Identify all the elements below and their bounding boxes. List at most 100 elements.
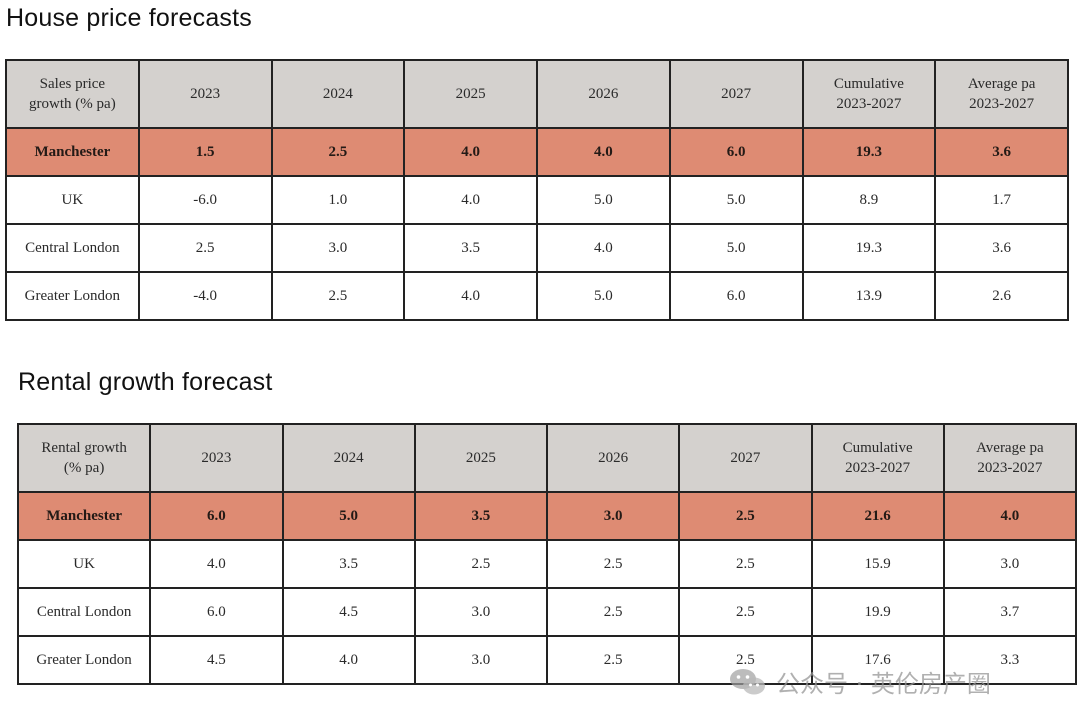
row-header-label: Sales price growth (% pa) — [5, 59, 140, 129]
table-row-highlighted: Manchester 6.0 5.0 3.5 3.0 2.5 21.6 4.0 — [16, 491, 1078, 541]
table-row-highlighted: Manchester 1.5 2.5 4.0 4.0 6.0 19.3 3.6 — [5, 127, 1069, 177]
region-cell: UK — [5, 175, 140, 225]
column-header: 2025 — [413, 423, 549, 493]
value-cell: 2.5 — [678, 587, 813, 637]
column-header: 2026 — [545, 423, 681, 493]
header-text: 2026 — [598, 450, 629, 466]
value-cell: 5.0 — [536, 271, 671, 321]
header-text: Cumulative 2023-2027 — [833, 76, 904, 112]
region-cell: Manchester — [5, 127, 140, 177]
value-cell: 2.5 — [137, 223, 273, 273]
column-header: 2027 — [668, 59, 804, 129]
value-cell: -4.0 — [137, 271, 273, 321]
value-cell: 4.0 — [536, 127, 671, 177]
row-header-label: Rental growth (% pa) — [16, 423, 152, 493]
value-cell: 19.9 — [810, 587, 945, 637]
value-cell: 21.6 — [810, 491, 945, 541]
header-text: 2025 — [455, 86, 486, 102]
value-cell: 3.0 — [413, 587, 549, 637]
table-row: Central London 2.5 3.0 3.5 4.0 5.0 19.3 3.6 — [5, 223, 1069, 273]
value-cell: 6.0 — [149, 587, 284, 637]
watermark-text: 公众号 · 英伦房产圈 — [776, 670, 991, 698]
column-header: 2023 — [149, 423, 284, 493]
table-header-row: Sales price growth (% pa) 2023 2024 2025 202… — [5, 59, 1069, 129]
value-cell: 19.3 — [801, 127, 937, 177]
value-cell: 3.5 — [403, 223, 538, 273]
rental-growth-table: Rental growth (% pa) 2023 2024 2025 2026 2027… — [16, 423, 1078, 685]
value-cell: 5.0 — [668, 223, 804, 273]
value-cell: 3.6 — [934, 127, 1069, 177]
value-cell: 2.5 — [545, 587, 681, 637]
header-text: Rental growth (% pa) — [41, 440, 127, 476]
value-cell: 17.6 — [810, 635, 945, 685]
value-cell: 3.5 — [413, 491, 549, 541]
value-cell: 6.0 — [668, 271, 804, 321]
value-cell: 3.7 — [942, 587, 1078, 637]
value-cell: 3.5 — [281, 539, 416, 589]
value-cell: 2.5 — [270, 127, 406, 177]
value-cell: 4.0 — [403, 271, 538, 321]
region-cell: Greater London — [16, 635, 152, 685]
header-text: 2026 — [588, 86, 619, 102]
table-header-row: Rental growth (% pa) 2023 2024 2025 2026 2027… — [16, 423, 1078, 493]
house-price-table: Sales price growth (% pa) 2023 2024 2025 202… — [5, 59, 1069, 321]
column-header: 2023 — [137, 59, 273, 129]
header-text: 2027 — [721, 86, 752, 102]
value-cell: 1.5 — [137, 127, 273, 177]
value-cell: 2.5 — [678, 491, 813, 541]
value-cell: 4.0 — [403, 175, 538, 225]
header-text: Sales price growth (% pa) — [29, 76, 116, 112]
header-text: 2023 — [201, 450, 232, 466]
table-row: UK -6.0 1.0 4.0 5.0 5.0 8.9 1.7 — [5, 175, 1069, 225]
value-cell: 2.5 — [545, 539, 681, 589]
wechat-icon — [730, 668, 765, 694]
value-cell: 4.0 — [942, 491, 1078, 541]
value-cell: 3.6 — [934, 223, 1069, 273]
header-text: 2027 — [730, 450, 761, 466]
header-text: Cumulative 2023-2027 — [842, 440, 913, 476]
value-cell: 8.9 — [801, 175, 937, 225]
region-cell: UK — [16, 539, 152, 589]
value-cell: -6.0 — [137, 175, 273, 225]
header-text: Average pa 2023-2027 — [976, 440, 1044, 476]
table-row: Greater London -4.0 2.5 4.0 5.0 6.0 13.9 2.6 — [5, 271, 1069, 321]
region-cell: Central London — [5, 223, 140, 273]
column-header: Cumulative 2023-2027 — [801, 59, 937, 129]
value-cell: 19.3 — [801, 223, 937, 273]
value-cell: 4.0 — [281, 635, 416, 685]
value-cell: 4.0 — [149, 539, 284, 589]
value-cell: 6.0 — [668, 127, 804, 177]
value-cell: 4.5 — [149, 635, 284, 685]
value-cell: 15.9 — [810, 539, 945, 589]
rental-growth-title: Rental growth forecast — [18, 368, 273, 396]
watermark: 公众号 · 英伦房产圈 — [728, 664, 991, 699]
value-cell: 3.0 — [413, 635, 549, 685]
value-cell: 5.0 — [668, 175, 804, 225]
value-cell: 2.5 — [270, 271, 406, 321]
header-text: 2025 — [465, 450, 496, 466]
value-cell: 4.5 — [281, 587, 416, 637]
value-cell: 3.3 — [942, 635, 1078, 685]
value-cell: 5.0 — [536, 175, 671, 225]
table-row: UK 4.0 3.5 2.5 2.5 2.5 15.9 3.0 — [16, 539, 1078, 589]
house-price-title: House price forecasts — [6, 4, 252, 32]
region-cell: Manchester — [16, 491, 152, 541]
value-cell: 2.6 — [934, 271, 1069, 321]
column-header: 2024 — [281, 423, 416, 493]
column-header: 2026 — [536, 59, 671, 129]
header-text: Average pa 2023-2027 — [967, 76, 1036, 112]
column-header: Average pa 2023-2027 — [934, 59, 1069, 129]
value-cell: 3.0 — [942, 539, 1078, 589]
column-header: 2024 — [270, 59, 406, 129]
value-cell: 13.9 — [801, 271, 937, 321]
value-cell: 1.0 — [270, 175, 406, 225]
column-header: Average pa 2023-2027 — [942, 423, 1078, 493]
value-cell: 3.0 — [270, 223, 406, 273]
value-cell: 4.0 — [403, 127, 538, 177]
value-cell: 2.5 — [413, 539, 549, 589]
header-text: 2024 — [333, 450, 364, 466]
value-cell: 5.0 — [281, 491, 416, 541]
column-header: 2027 — [678, 423, 813, 493]
region-cell: Central London — [16, 587, 152, 637]
value-cell: 6.0 — [149, 491, 284, 541]
